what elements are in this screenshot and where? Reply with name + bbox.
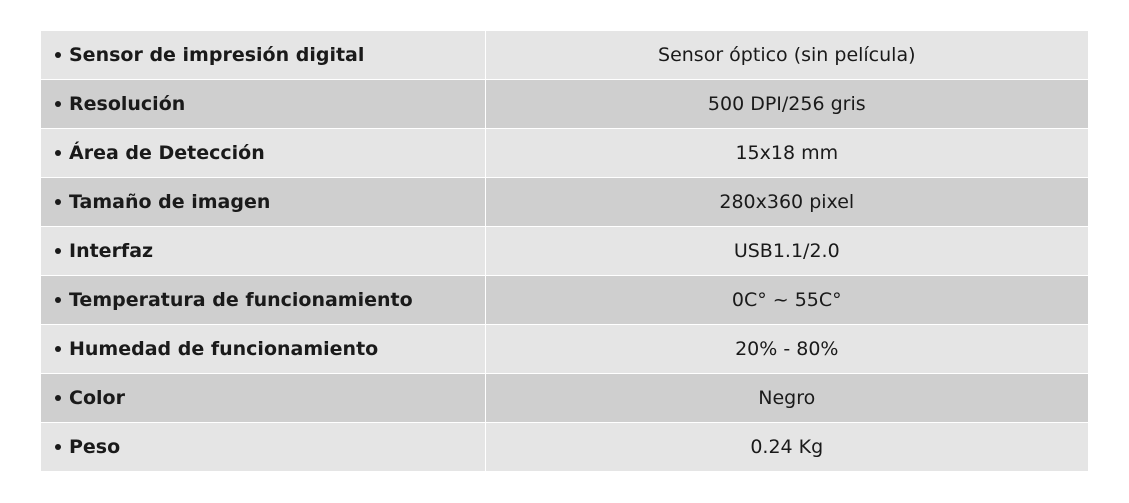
bullet-icon [55, 199, 61, 205]
table-row: Resolución 500 DPI/256 gris [41, 80, 1089, 129]
spec-label-cell: Peso [41, 423, 486, 472]
spec-label-cell: Sensor de impresión digital [41, 31, 486, 80]
spec-label-cell: Interfaz [41, 227, 486, 276]
table-row: Tamaño de imagen 280x360 pixel [41, 178, 1089, 227]
spec-label: Peso [69, 436, 120, 458]
spec-value: 280x360 pixel [485, 178, 1088, 227]
spec-label-cell: Color [41, 374, 486, 423]
table-row: Peso 0.24 Kg [41, 423, 1089, 472]
spec-label-cell: Área de Detección [41, 129, 486, 178]
spec-value: Sensor óptico (sin película) [485, 31, 1088, 80]
spec-value: 0C° ~ 55C° [485, 276, 1088, 325]
spec-label-cell: Tamaño de imagen [41, 178, 486, 227]
table-row: Sensor de impresión digital Sensor óptic… [41, 31, 1089, 80]
spec-value: 500 DPI/256 gris [485, 80, 1088, 129]
spec-value: 15x18 mm [485, 129, 1088, 178]
spec-label-cell: Humedad de funcionamiento [41, 325, 486, 374]
spec-label: Área de Detección [69, 142, 265, 164]
bullet-icon [55, 444, 61, 450]
table-row: Área de Detección 15x18 mm [41, 129, 1089, 178]
bullet-icon [55, 150, 61, 156]
table-row: Temperatura de funcionamiento 0C° ~ 55C° [41, 276, 1089, 325]
spec-label: Humedad de funcionamiento [69, 338, 378, 360]
bullet-icon [55, 395, 61, 401]
bullet-icon [55, 297, 61, 303]
spec-value: Negro [485, 374, 1088, 423]
spec-value: 20% - 80% [485, 325, 1088, 374]
spec-value: 0.24 Kg [485, 423, 1088, 472]
table-row: Humedad de funcionamiento 20% - 80% [41, 325, 1089, 374]
spec-table: Sensor de impresión digital Sensor óptic… [40, 30, 1089, 472]
spec-label: Color [69, 387, 125, 409]
spec-label: Interfaz [69, 240, 153, 262]
bullet-icon [55, 346, 61, 352]
spec-label-cell: Temperatura de funcionamiento [41, 276, 486, 325]
spec-label: Resolución [69, 93, 185, 115]
spec-label: Temperatura de funcionamiento [69, 289, 413, 311]
bullet-icon [55, 52, 61, 58]
spec-label-cell: Resolución [41, 80, 486, 129]
bullet-icon [55, 101, 61, 107]
table-row: Color Negro [41, 374, 1089, 423]
spec-label: Tamaño de imagen [69, 191, 270, 213]
spec-table-body: Sensor de impresión digital Sensor óptic… [41, 31, 1089, 472]
spec-label: Sensor de impresión digital [69, 44, 364, 66]
spec-value: USB1.1/2.0 [485, 227, 1088, 276]
table-row: Interfaz USB1.1/2.0 [41, 227, 1089, 276]
bullet-icon [55, 248, 61, 254]
